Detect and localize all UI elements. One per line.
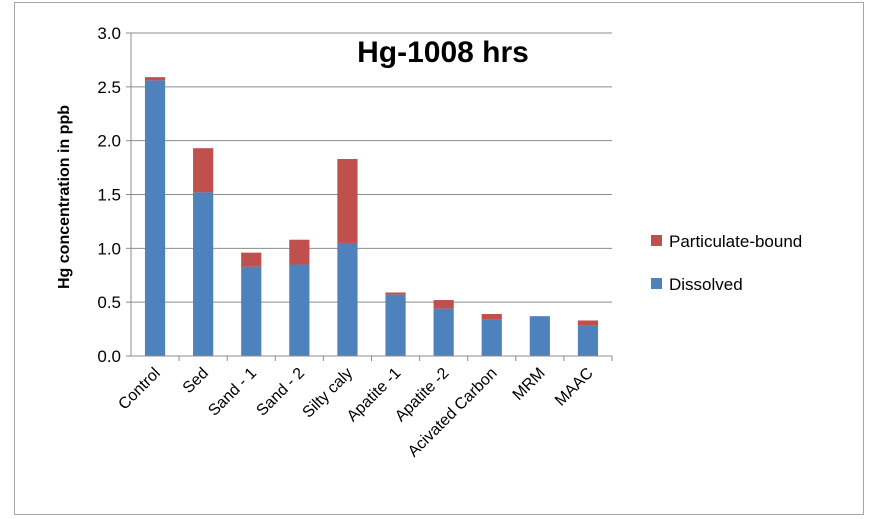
x-tick-label: Sand - 1 xyxy=(205,365,260,420)
bar-dissolved-apatite-1 xyxy=(385,294,406,356)
bar-dissolved-sand-1 xyxy=(241,266,262,356)
bar-dissolved-maac xyxy=(577,325,599,356)
y-tick-label: 0.0 xyxy=(97,347,121,366)
legend-swatch-dissolved xyxy=(651,278,662,289)
x-tick-label: Acivated Carbon xyxy=(405,365,501,461)
y-tick-label: 1.5 xyxy=(97,186,121,205)
x-tick-label: MRM xyxy=(510,365,549,404)
x-tick-label: Sed xyxy=(180,365,212,397)
legend-label-particulate-bound: Particulate-bound xyxy=(669,232,802,251)
bar-particulate-bound-sand-1 xyxy=(241,252,262,267)
bar-dissolved-apatite-2 xyxy=(433,308,454,356)
legend-label-dissolved: Dissolved xyxy=(669,275,743,294)
x-tick-label: Sand - 2 xyxy=(253,365,308,420)
y-tick-label: 1.0 xyxy=(97,239,121,258)
bar-particulate-bound-sed xyxy=(193,148,214,193)
bar-dissolved-acivated-carbon xyxy=(481,319,502,356)
bar-dissolved-silty-caly xyxy=(337,242,358,356)
legend: Particulate-bound Dissolved xyxy=(651,232,802,294)
y-tick-label: 2.0 xyxy=(97,132,121,151)
bar-dissolved-mrm xyxy=(529,316,550,356)
bar-particulate-bound-apatite-2 xyxy=(433,300,454,309)
bar-particulate-bound-apatite-1 xyxy=(385,292,406,295)
bar-dissolved-control xyxy=(144,80,166,356)
chart-title: Hg-1008 hrs xyxy=(357,36,529,69)
bar-particulate-bound-maac xyxy=(577,320,599,326)
x-tick-label: Control xyxy=(115,365,163,413)
bars xyxy=(144,77,599,356)
bar-particulate-bound-sand-2 xyxy=(289,239,310,265)
y-tick-label: 2.5 xyxy=(97,78,121,97)
y-tick-label: 0.5 xyxy=(97,293,121,312)
legend-swatch-particulate-bound xyxy=(651,235,662,246)
bar-particulate-bound-silty-caly xyxy=(337,158,358,243)
x-tick-label: MAAC xyxy=(552,365,597,410)
y-axis-label: Hg concentration in ppb xyxy=(56,105,73,289)
bar-dissolved-sand-2 xyxy=(289,264,310,356)
bar-dissolved-sed xyxy=(193,192,214,356)
bar-particulate-bound-acivated-carbon xyxy=(481,314,502,320)
y-tick-label: 3.0 xyxy=(97,24,121,43)
bar-particulate-bound-control xyxy=(144,77,166,81)
